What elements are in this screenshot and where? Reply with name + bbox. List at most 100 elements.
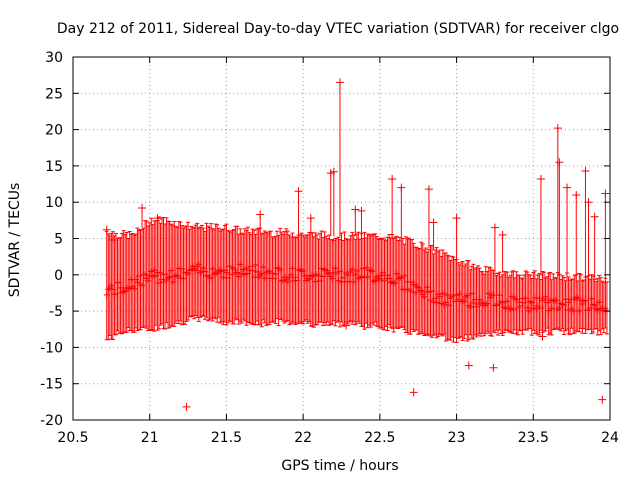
outlier-point <box>102 225 111 234</box>
data-point <box>582 297 589 304</box>
y-axis-label: SDTVAR / TECUs <box>7 183 23 298</box>
data-point <box>468 290 475 297</box>
x-tick-label: 21.5 <box>211 430 242 446</box>
data-point <box>292 274 299 281</box>
data-point <box>315 272 322 279</box>
outlier-point <box>388 174 397 183</box>
x-tick-label: 24 <box>601 430 619 446</box>
data-point <box>559 301 566 308</box>
data-point <box>427 297 434 304</box>
outlier-point <box>538 332 547 341</box>
data-point <box>261 275 268 282</box>
data-point <box>524 304 531 311</box>
data-point <box>453 292 460 299</box>
outlier-point <box>464 361 473 370</box>
data-point <box>238 270 245 277</box>
data-point <box>157 270 164 277</box>
y-tick-label: 10 <box>45 195 63 211</box>
data-point <box>249 267 256 274</box>
data-point <box>508 293 515 300</box>
x-tick-label: 21 <box>141 430 159 446</box>
data-point <box>336 268 343 275</box>
data-point <box>188 266 195 273</box>
data-point <box>553 297 560 304</box>
data-point <box>498 298 505 305</box>
data-point <box>116 279 123 286</box>
data-point <box>528 299 535 306</box>
data-point <box>484 300 491 307</box>
data-point <box>231 266 238 273</box>
data-point <box>280 277 287 284</box>
data-point <box>317 277 324 284</box>
data-point <box>284 278 291 285</box>
data-point <box>570 307 577 314</box>
data-point <box>436 293 443 300</box>
data-point <box>131 285 138 292</box>
data-point <box>244 270 251 277</box>
data-point <box>270 275 277 282</box>
y-tick-label: -20 <box>40 413 63 429</box>
data-point <box>132 276 139 283</box>
data-point <box>169 279 176 286</box>
outlier-point <box>294 187 303 196</box>
data-point <box>117 284 124 291</box>
outlier-point <box>563 183 572 192</box>
data-point <box>252 262 259 269</box>
data-point <box>574 295 581 302</box>
data-point <box>418 287 425 294</box>
y-tick-label: 30 <box>45 50 63 66</box>
data-point <box>591 302 598 309</box>
x-tick-label: 22 <box>294 430 312 446</box>
data-point <box>323 267 330 274</box>
data-point <box>192 267 199 274</box>
outlier-point <box>581 166 590 175</box>
data-point <box>536 295 543 302</box>
data-point <box>412 289 419 296</box>
x-tick-label: 23.5 <box>518 430 549 446</box>
data-point <box>198 268 205 275</box>
data-point <box>565 299 572 306</box>
data-point <box>264 268 271 275</box>
data-point <box>564 307 571 314</box>
data-point <box>350 278 357 285</box>
data-point <box>521 299 528 306</box>
data-point <box>439 290 446 297</box>
y-tick-label: -10 <box>40 340 63 356</box>
data-point <box>399 286 406 293</box>
data-point <box>395 275 402 282</box>
data-point <box>246 267 253 274</box>
y-tick-label: 5 <box>54 232 63 248</box>
data-point <box>533 305 540 312</box>
outlier-point <box>342 321 351 330</box>
y-tick-label: -15 <box>40 377 63 393</box>
data-point <box>209 265 216 272</box>
data-point <box>580 298 587 305</box>
data-point <box>482 301 489 308</box>
data-point <box>243 265 250 272</box>
data-point <box>134 279 141 286</box>
outlier-point <box>429 218 438 227</box>
data-point <box>465 302 472 309</box>
data-point <box>247 263 254 270</box>
data-point <box>392 279 399 286</box>
data-point <box>135 273 142 280</box>
data-point <box>433 299 440 306</box>
data-point <box>522 295 529 302</box>
outlier-point <box>409 388 418 397</box>
data-point <box>456 291 463 298</box>
data-point <box>260 264 267 271</box>
data-point <box>504 298 511 305</box>
data-point <box>473 303 480 310</box>
data-point <box>269 270 276 277</box>
data-point <box>272 271 279 278</box>
data-point <box>363 264 370 271</box>
data-point <box>475 300 482 307</box>
data-points <box>102 78 610 411</box>
data-point <box>542 293 549 300</box>
data-point <box>499 299 506 306</box>
data-point <box>254 268 261 275</box>
outlier-point <box>536 174 545 183</box>
data-point <box>464 292 471 299</box>
outlier-point <box>397 183 406 192</box>
data-point <box>306 276 313 283</box>
